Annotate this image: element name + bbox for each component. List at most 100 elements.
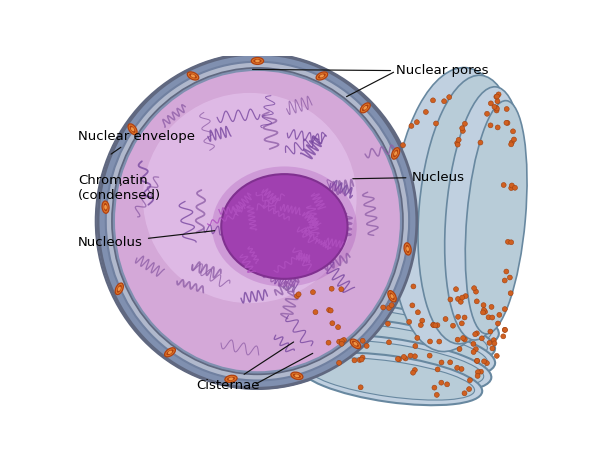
Circle shape <box>410 370 415 375</box>
Circle shape <box>259 63 263 67</box>
Ellipse shape <box>286 335 491 393</box>
Circle shape <box>512 137 517 142</box>
Ellipse shape <box>465 100 527 334</box>
Ellipse shape <box>394 151 397 156</box>
Ellipse shape <box>253 59 262 63</box>
Circle shape <box>512 185 517 190</box>
Circle shape <box>509 186 514 190</box>
Circle shape <box>463 337 467 342</box>
Circle shape <box>432 385 437 390</box>
Circle shape <box>471 341 476 346</box>
Circle shape <box>435 323 440 328</box>
Circle shape <box>502 327 507 332</box>
Circle shape <box>442 99 446 104</box>
Circle shape <box>473 347 478 351</box>
Circle shape <box>511 129 515 134</box>
Circle shape <box>359 357 364 362</box>
Ellipse shape <box>106 62 409 381</box>
Circle shape <box>496 321 500 326</box>
Circle shape <box>454 287 458 292</box>
Circle shape <box>368 323 373 328</box>
Circle shape <box>455 141 460 145</box>
Circle shape <box>455 337 460 342</box>
Circle shape <box>412 368 417 373</box>
Circle shape <box>496 92 501 97</box>
Circle shape <box>490 346 495 351</box>
Circle shape <box>460 128 465 133</box>
Circle shape <box>490 315 495 320</box>
Circle shape <box>434 121 439 126</box>
Ellipse shape <box>299 353 482 405</box>
Circle shape <box>415 120 419 125</box>
Circle shape <box>295 294 299 299</box>
Circle shape <box>497 313 502 317</box>
Circle shape <box>509 240 514 245</box>
Ellipse shape <box>227 377 235 381</box>
Circle shape <box>456 138 461 142</box>
Circle shape <box>328 308 333 313</box>
Ellipse shape <box>388 291 396 302</box>
Circle shape <box>501 182 506 188</box>
Ellipse shape <box>364 106 367 110</box>
Ellipse shape <box>117 285 122 293</box>
Ellipse shape <box>96 53 419 389</box>
Circle shape <box>481 303 486 307</box>
Circle shape <box>418 323 423 327</box>
Ellipse shape <box>251 57 263 64</box>
Circle shape <box>509 140 514 145</box>
Circle shape <box>486 315 491 320</box>
Circle shape <box>485 111 490 116</box>
Circle shape <box>504 269 509 274</box>
Circle shape <box>326 340 331 345</box>
Circle shape <box>335 325 341 330</box>
Circle shape <box>413 344 418 349</box>
Circle shape <box>435 367 440 372</box>
Circle shape <box>364 344 369 348</box>
Circle shape <box>433 323 438 328</box>
Circle shape <box>431 322 436 327</box>
Text: Nuclear pores: Nuclear pores <box>253 64 488 77</box>
Circle shape <box>410 303 415 308</box>
Circle shape <box>455 142 460 147</box>
Circle shape <box>310 290 316 294</box>
Circle shape <box>475 358 479 363</box>
Circle shape <box>494 353 499 358</box>
Ellipse shape <box>191 75 195 77</box>
Circle shape <box>326 307 332 313</box>
Circle shape <box>492 341 497 346</box>
Ellipse shape <box>406 245 410 253</box>
Circle shape <box>443 317 448 321</box>
Ellipse shape <box>212 166 357 287</box>
Circle shape <box>508 291 513 296</box>
Ellipse shape <box>406 247 409 251</box>
Text: Nuclear envelope: Nuclear envelope <box>78 130 195 154</box>
Circle shape <box>455 365 460 370</box>
Text: Nucleolus: Nucleolus <box>78 231 215 249</box>
Circle shape <box>411 284 416 289</box>
Ellipse shape <box>391 294 394 299</box>
Ellipse shape <box>320 75 324 77</box>
Circle shape <box>451 323 455 328</box>
Circle shape <box>448 297 453 302</box>
Circle shape <box>494 106 499 111</box>
Ellipse shape <box>104 203 107 212</box>
Circle shape <box>509 183 514 188</box>
Circle shape <box>472 286 476 291</box>
Circle shape <box>296 292 301 297</box>
Circle shape <box>495 99 500 104</box>
Circle shape <box>339 287 344 292</box>
Circle shape <box>471 350 476 355</box>
Ellipse shape <box>255 60 260 63</box>
Ellipse shape <box>98 54 417 388</box>
Circle shape <box>462 315 467 320</box>
Ellipse shape <box>229 377 233 380</box>
Circle shape <box>484 361 490 366</box>
Circle shape <box>330 321 335 325</box>
Circle shape <box>489 305 494 309</box>
Circle shape <box>479 336 484 341</box>
Circle shape <box>475 331 479 336</box>
Circle shape <box>358 385 363 390</box>
Circle shape <box>337 339 341 344</box>
Circle shape <box>488 101 493 106</box>
Circle shape <box>385 321 391 326</box>
